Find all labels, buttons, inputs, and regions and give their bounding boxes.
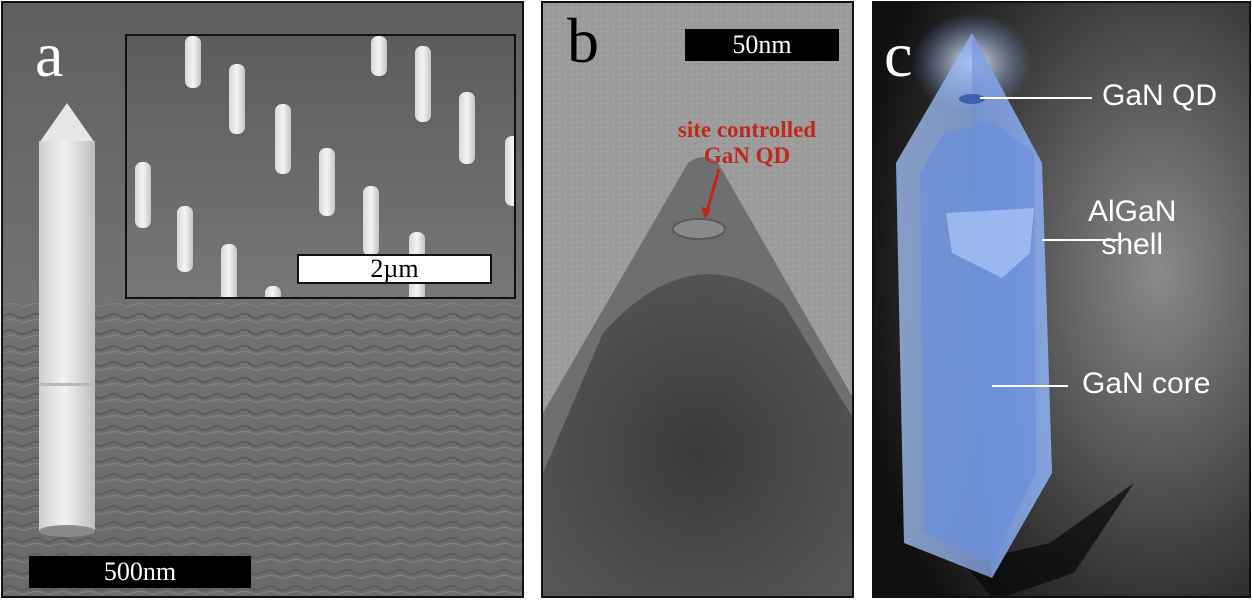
qd-annotation-line2: GaN QD	[703, 143, 791, 169]
core-leader-line	[992, 385, 1068, 387]
panel-a-letter: a	[35, 19, 64, 90]
shell-leader-line	[1042, 239, 1118, 241]
label-gan-core: GaN core	[1082, 367, 1211, 400]
inset-array-graphic	[127, 36, 514, 297]
nanorod	[39, 103, 95, 537]
qd-annotation-line1: site controlled	[677, 117, 817, 142]
label-algan-shell: AlGaN shell	[1088, 195, 1176, 261]
label-algan-shell-line2: shell	[1101, 228, 1164, 261]
panel-c-letter: c	[884, 19, 913, 90]
panel-b-tem-image: b 50nm site controlled GaN QD	[541, 1, 854, 598]
qd-leader-line	[980, 97, 1092, 99]
panel-a-sem-image: a	[1, 1, 524, 598]
panel-c-rendering: c GaN QD AlGaN shell GaN core	[872, 1, 1251, 598]
crystal-rendering-graphic	[874, 3, 1249, 596]
sem-inset: 2µm	[125, 34, 516, 299]
panel-a-scale-bar: 500nm	[29, 556, 251, 588]
qd-annotation: site controlled GaN QD	[639, 117, 852, 170]
label-gan-qd: GaN QD	[1102, 79, 1218, 112]
tem-image-graphic	[543, 3, 852, 596]
label-algan-shell-line1: AlGaN	[1088, 195, 1177, 228]
panel-b-scale-bar: 50nm	[685, 29, 839, 61]
panel-b-letter: b	[567, 5, 599, 76]
inset-scale-bar: 2µm	[297, 254, 492, 284]
